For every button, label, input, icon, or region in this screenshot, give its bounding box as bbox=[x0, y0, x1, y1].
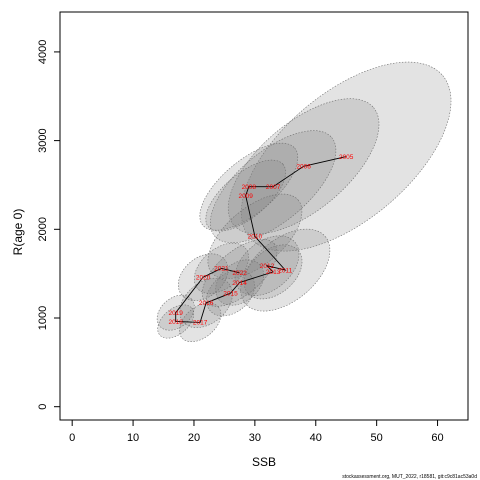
year-label-2007: 2007 bbox=[266, 184, 281, 191]
y-axis: 0 1000 2000 3000 4000 bbox=[37, 40, 61, 410]
x-tick-label-10: 10 bbox=[127, 432, 139, 444]
year-label-2011: 2011 bbox=[278, 267, 292, 274]
x-tick-label-60: 60 bbox=[431, 432, 443, 444]
x-tick-label-0: 0 bbox=[69, 432, 75, 444]
x-tick-label-50: 50 bbox=[371, 432, 383, 444]
footer-credit: stockassessment.org, MUT_2022, r18581, g… bbox=[342, 474, 477, 480]
year-label-2014: 2014 bbox=[232, 280, 247, 287]
year-label-2009: 2009 bbox=[238, 193, 253, 200]
year-label-2013: 2013 bbox=[266, 269, 281, 276]
trajectory-line bbox=[175, 156, 347, 323]
y-tick-label-1000: 1000 bbox=[37, 306, 49, 330]
year-label-2005: 2005 bbox=[339, 154, 354, 161]
year-label-2008: 2008 bbox=[242, 184, 257, 191]
year-label-2017: 2017 bbox=[193, 320, 208, 327]
y-tick-label-2000: 2000 bbox=[37, 217, 49, 241]
year-label-2021: 2021 bbox=[214, 266, 229, 273]
y-tick-label-3000: 3000 bbox=[37, 128, 49, 152]
x-tick-label-30: 30 bbox=[249, 432, 261, 444]
y-axis-title: R(age 0) bbox=[11, 209, 25, 256]
year-label-2018: 2018 bbox=[168, 319, 183, 326]
year-label-2010: 2010 bbox=[248, 234, 263, 241]
y-tick-label-0: 0 bbox=[37, 404, 49, 410]
x-axis: 0 10 20 30 40 50 60 bbox=[69, 419, 444, 444]
x-tick-label-20: 20 bbox=[188, 432, 200, 444]
year-label-2020: 2020 bbox=[196, 275, 211, 282]
x-axis-title: SSB bbox=[252, 455, 276, 469]
year-label-2012: 2012 bbox=[260, 263, 275, 270]
year-label-2015: 2015 bbox=[223, 291, 238, 298]
year-label-2016: 2016 bbox=[199, 300, 214, 307]
year-label-2006: 2006 bbox=[296, 164, 311, 171]
x-tick-label-40: 40 bbox=[310, 432, 322, 444]
trajectory bbox=[175, 156, 347, 323]
year-label-2019: 2019 bbox=[168, 310, 183, 317]
year-label-2022: 2022 bbox=[232, 270, 247, 277]
y-tick-label-4000: 4000 bbox=[37, 40, 49, 64]
